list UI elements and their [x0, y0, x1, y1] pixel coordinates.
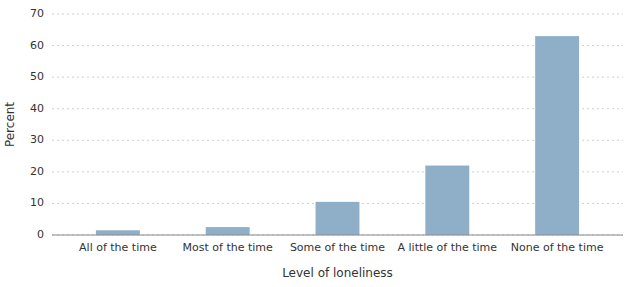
x-tick-label: A little of the time: [398, 241, 498, 254]
y-tick-label: 0: [37, 228, 44, 241]
y-tick-label: 50: [30, 70, 44, 83]
chart: 0 10 20 30 40 50 60 70 All of the time Most of th…: [0, 0, 635, 287]
y-tick-label: 30: [30, 133, 44, 146]
bar: [535, 36, 579, 235]
y-tick-label: 70: [30, 7, 44, 20]
y-tick-label: 20: [30, 165, 44, 178]
y-tick-label: 10: [30, 196, 44, 209]
chart-container: 0 10 20 30 40 50 60 70 All of the time Most of th…: [0, 0, 635, 287]
bars: [96, 36, 579, 235]
bar: [96, 230, 140, 235]
grid-line: [52, 235, 623, 236]
y-grid: [52, 14, 623, 235]
y-tick-labels: 0 10 20 30 40 50 60 70: [30, 7, 44, 241]
x-tick-labels: All of the time Most of the time Some of t…: [79, 241, 604, 254]
grid-line: [52, 14, 623, 15]
x-tick-label: Most of the time: [183, 241, 273, 254]
x-tick-label: Some of the time: [290, 241, 385, 254]
bar: [206, 227, 250, 235]
x-axis-label: Level of loneliness: [282, 266, 393, 280]
x-axis-line: [52, 235, 623, 236]
y-tick-label: 60: [30, 39, 44, 52]
y-axis-label: Percent: [3, 102, 17, 147]
x-tick-label: All of the time: [79, 241, 157, 254]
y-tick-label: 40: [30, 102, 44, 115]
x-tick-label: None of the time: [511, 241, 604, 254]
bar: [316, 202, 360, 235]
bar: [425, 166, 469, 235]
